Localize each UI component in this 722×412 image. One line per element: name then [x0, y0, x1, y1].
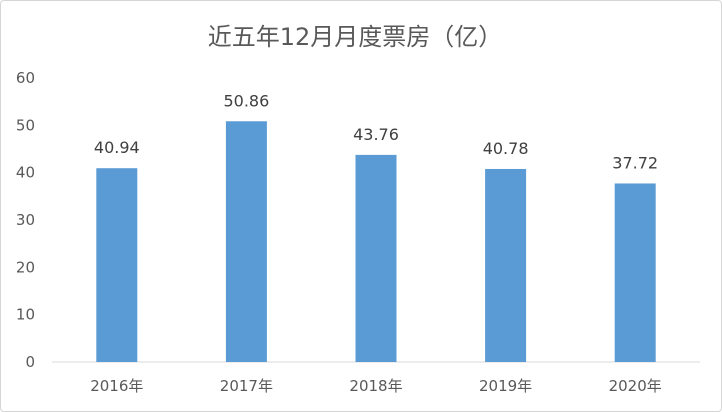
data-label: 50.86	[223, 91, 269, 110]
bar-2018年	[355, 154, 397, 362]
y-tick-label: 10	[16, 306, 35, 324]
y-tick-label: 30	[16, 211, 35, 229]
bar-2017年	[225, 121, 267, 362]
y-tick-label: 50	[16, 116, 35, 134]
chart-title: 近五年12月月度票房（亿）	[208, 23, 503, 51]
x-tick-label: 2018年	[349, 377, 402, 395]
bar-2019年	[485, 168, 527, 362]
y-tick-label: 40	[16, 164, 35, 182]
data-label: 43.76	[353, 125, 399, 144]
bar-2016年	[96, 168, 138, 362]
x-tick-label: 2019年	[479, 377, 532, 395]
bars-group	[96, 121, 656, 362]
data-labels-group: 40.94 50.86 43.76 40.78 37.72	[94, 91, 658, 172]
x-tick-label: 2020年	[609, 377, 662, 395]
y-tick-label: 0	[25, 353, 35, 371]
data-label: 40.78	[483, 139, 529, 158]
x-tick-label: 2017年	[220, 377, 273, 395]
y-axis-ticks: 0 10 20 30 40 50 60	[16, 69, 35, 371]
x-tick-label: 2016年	[90, 377, 143, 395]
x-axis-ticks: 2016年 2017年 2018年 2019年 2020年	[90, 377, 662, 395]
y-tick-label: 20	[16, 258, 35, 276]
data-label: 37.72	[612, 153, 658, 172]
y-tick-label: 60	[16, 69, 35, 87]
bar-2020年	[614, 183, 656, 362]
data-label: 40.94	[94, 138, 140, 157]
